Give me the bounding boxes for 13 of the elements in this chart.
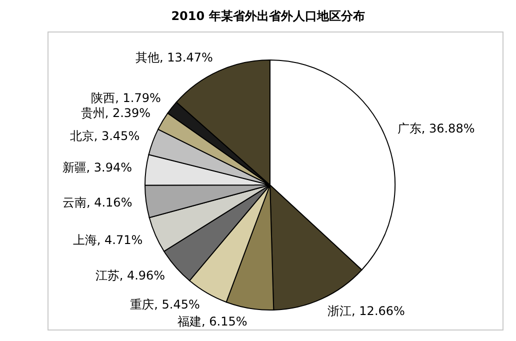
slice-label: 贵州, 2.39% [80,106,151,120]
slice-label: 新疆, 3.94% [62,160,132,174]
slice-label: 云南, 4.16% [62,196,132,210]
slice-label: 重庆, 5.45% [130,297,200,312]
slice-label: 浙江, 12.66% [328,304,405,318]
slice-label: 广东, 36.88% [397,122,475,136]
chart-title: 2010 年某省外出省外人口地区分布 [171,9,365,23]
slice-label: 其他, 13.47% [136,50,213,65]
slice-label: 江苏, 4.96% [95,268,166,282]
slice-label: 北京, 3.45% [70,129,140,144]
slice-label: 福建, 6.15% [178,314,248,328]
slice-label: 陕西, 1.79% [91,91,161,106]
slice-label: 上海, 4.71% [72,232,143,247]
